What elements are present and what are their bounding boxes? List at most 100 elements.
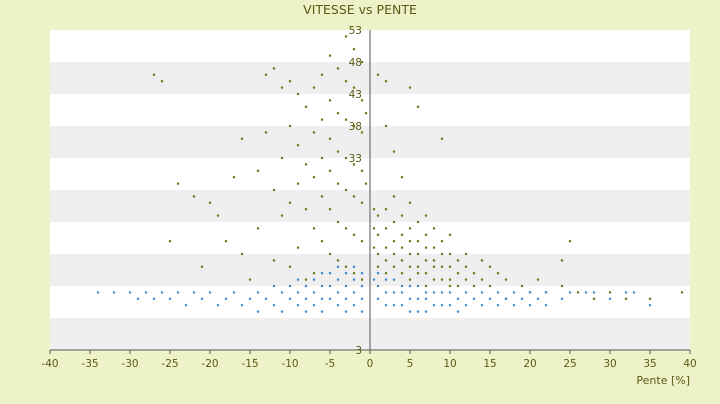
data-point-blue — [544, 304, 548, 307]
y-tick-label: 38 — [349, 121, 362, 133]
data-point-olive — [328, 54, 332, 57]
data-point-blue — [360, 272, 364, 275]
data-point-olive — [288, 80, 292, 83]
data-point-olive — [376, 233, 380, 236]
data-point-blue — [336, 278, 340, 281]
data-point-blue — [504, 297, 508, 300]
x-tick-label: -10 — [281, 358, 298, 370]
data-point-olive — [576, 291, 580, 294]
data-point-blue — [336, 304, 340, 307]
data-point-olive — [224, 240, 228, 243]
data-point-olive — [432, 227, 436, 230]
data-point-olive — [464, 252, 468, 256]
data-point-blue — [392, 278, 396, 281]
data-point-olive — [376, 73, 380, 76]
x-tick-label: 20 — [523, 358, 536, 370]
data-point-blue — [376, 272, 380, 275]
data-point-olive — [364, 112, 368, 115]
data-point-olive — [336, 112, 340, 115]
data-point-olive — [336, 220, 340, 224]
data-point-olive — [304, 163, 308, 166]
data-point-olive — [416, 252, 420, 256]
data-point-blue — [264, 297, 268, 300]
data-point-blue — [352, 278, 356, 281]
data-point-olive — [312, 227, 316, 230]
data-point-blue — [224, 297, 228, 300]
data-point-olive — [480, 278, 484, 281]
data-point-olive — [360, 240, 364, 243]
data-point-blue — [528, 291, 532, 294]
data-point-olive — [376, 214, 380, 217]
data-point-olive — [288, 124, 292, 128]
data-point-blue — [248, 297, 252, 300]
data-point-blue — [360, 284, 364, 288]
data-point-olive — [352, 233, 356, 236]
data-point-blue — [320, 310, 324, 313]
data-point-olive — [256, 227, 260, 230]
x-tick-label: 0 — [367, 358, 374, 370]
data-point-blue — [448, 304, 452, 307]
data-point-olive — [240, 137, 244, 140]
data-point-blue — [168, 297, 172, 300]
data-point-olive — [320, 156, 324, 160]
y-tick-label: 43 — [349, 89, 362, 101]
data-point-olive — [344, 188, 348, 192]
data-point-olive — [352, 163, 356, 166]
data-point-blue — [328, 272, 332, 275]
data-point-blue — [184, 304, 188, 307]
data-point-olive — [152, 73, 156, 76]
data-point-olive — [448, 265, 452, 268]
data-point-blue — [256, 291, 260, 294]
data-point-olive — [496, 272, 500, 275]
data-point-olive — [192, 195, 196, 198]
y-tick-label: 3 — [355, 345, 362, 357]
data-point-olive — [216, 214, 220, 217]
series-blue-points — [96, 265, 652, 313]
data-point-blue — [320, 284, 324, 288]
data-point-olive — [344, 156, 348, 160]
data-point-olive — [336, 67, 340, 70]
data-point-blue — [560, 297, 564, 300]
data-point-blue — [584, 291, 588, 294]
data-point-blue — [400, 291, 404, 294]
data-point-blue — [328, 297, 332, 300]
data-point-olive — [440, 240, 444, 243]
data-point-olive — [312, 131, 316, 134]
data-point-olive — [488, 284, 492, 288]
data-point-olive — [384, 227, 388, 230]
data-point-olive — [288, 201, 292, 204]
data-point-olive — [336, 182, 340, 185]
data-point-blue — [288, 284, 292, 288]
data-point-blue — [280, 291, 284, 294]
data-point-blue — [360, 310, 364, 313]
data-point-olive — [560, 284, 564, 288]
data-point-olive — [296, 92, 300, 96]
data-point-olive — [360, 99, 364, 102]
data-point-blue — [568, 291, 572, 294]
data-point-olive — [376, 252, 380, 256]
data-point-olive — [448, 233, 452, 236]
data-point-olive — [352, 86, 356, 89]
x-tick-label: -30 — [121, 358, 138, 370]
chart-title: VITESSE vs PENTE — [303, 2, 417, 17]
data-point-olive — [312, 176, 316, 179]
data-point-olive — [304, 105, 308, 108]
data-point-blue — [200, 297, 204, 300]
data-point-olive — [392, 252, 396, 256]
tick-labels: -40 -35 -30 -25 -20 -15 -10 -5 0 5 10 15 20 25 30 35 40 3… — [41, 25, 696, 370]
data-point-blue — [544, 291, 548, 294]
data-point-blue — [416, 310, 420, 313]
data-point-blue — [376, 297, 380, 300]
x-tick-label: 40 — [683, 358, 696, 370]
data-point-blue — [464, 291, 468, 294]
data-point-olive — [608, 291, 612, 294]
data-point-olive — [464, 265, 468, 268]
data-point-blue — [352, 291, 356, 294]
data-point-blue — [608, 297, 612, 300]
data-point-olive — [392, 240, 396, 243]
data-point-blue — [336, 291, 340, 294]
data-point-olive — [464, 278, 468, 281]
data-point-olive — [328, 99, 332, 102]
data-point-blue — [464, 304, 468, 307]
